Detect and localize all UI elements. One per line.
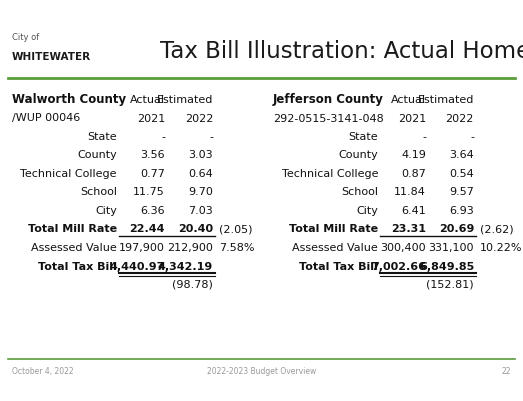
Text: 2022: 2022 [446,113,474,123]
Text: 2021: 2021 [398,113,426,123]
Text: 11.84: 11.84 [394,187,426,197]
Text: State: State [87,132,117,142]
Text: Walworth County: Walworth County [12,93,126,106]
Text: Tax Bill Illustration: Actual Homes: Tax Bill Illustration: Actual Homes [160,41,523,63]
Text: Actual: Actual [130,95,165,105]
Text: -: - [161,132,165,142]
Text: 6,849.85: 6,849.85 [419,261,474,271]
Text: 292-0515-3141-048: 292-0515-3141-048 [273,113,384,123]
Text: 6.93: 6.93 [449,205,474,215]
Text: WHITEWATER: WHITEWATER [12,52,91,62]
Text: Estimated: Estimated [156,95,213,105]
Text: /WUP 00046: /WUP 00046 [12,113,80,123]
Text: 2021: 2021 [137,113,165,123]
Text: 10.22%: 10.22% [480,242,522,252]
Text: 4,440.97: 4,440.97 [110,261,165,271]
Text: 3.56: 3.56 [140,150,165,160]
Text: 20.69: 20.69 [439,224,474,234]
Text: -: - [422,132,426,142]
Text: 2022: 2022 [185,113,213,123]
Text: 9.70: 9.70 [188,187,213,197]
Text: 2022-2023 Budget Overview: 2022-2023 Budget Overview [207,367,316,376]
Text: 197,900: 197,900 [119,242,165,252]
Text: 7,002.66: 7,002.66 [371,261,426,271]
Text: October 4, 2022: October 4, 2022 [12,367,74,376]
Text: 0.64: 0.64 [188,168,213,178]
Text: Total Tax Bill: Total Tax Bill [299,261,378,271]
Text: City: City [95,205,117,215]
Text: 23.31: 23.31 [391,224,426,234]
Text: 300,400: 300,400 [380,242,426,252]
Text: 22.44: 22.44 [130,224,165,234]
Text: School: School [341,187,378,197]
Text: (98.78): (98.78) [172,279,213,289]
Text: 212,900: 212,900 [167,242,213,252]
Text: 9.57: 9.57 [449,187,474,197]
Text: City: City [356,205,378,215]
Text: Assessed Value: Assessed Value [31,242,117,252]
Text: Assessed Value: Assessed Value [292,242,378,252]
Text: School: School [80,187,117,197]
Text: 22: 22 [502,367,511,376]
Text: 0.87: 0.87 [401,168,426,178]
Text: County: County [338,150,378,160]
Text: 4.19: 4.19 [401,150,426,160]
Text: State: State [348,132,378,142]
Text: 4,342.19: 4,342.19 [158,261,213,271]
Text: 3.64: 3.64 [449,150,474,160]
Text: Total Mill Rate: Total Mill Rate [28,224,117,234]
Text: Total Mill Rate: Total Mill Rate [289,224,378,234]
Text: City of: City of [12,33,39,42]
Text: 3.03: 3.03 [188,150,213,160]
Text: 331,100: 331,100 [428,242,474,252]
Text: -: - [209,132,213,142]
Text: 7.03: 7.03 [188,205,213,215]
Text: 0.54: 0.54 [449,168,474,178]
Text: Technical College: Technical College [20,168,117,178]
Text: (2.62): (2.62) [480,224,514,234]
Text: -: - [470,132,474,142]
Text: 20.40: 20.40 [178,224,213,234]
Text: 7.58%: 7.58% [219,242,255,252]
Text: Total Tax Bill: Total Tax Bill [38,261,117,271]
Text: (2.05): (2.05) [219,224,253,234]
Text: 6.41: 6.41 [401,205,426,215]
Text: Jefferson County: Jefferson County [273,93,384,106]
Text: Actual: Actual [391,95,426,105]
Text: (152.81): (152.81) [426,279,474,289]
Text: 0.77: 0.77 [140,168,165,178]
Text: 11.75: 11.75 [133,187,165,197]
Text: County: County [77,150,117,160]
Text: Technical College: Technical College [281,168,378,178]
Text: Estimated: Estimated [418,95,474,105]
Text: 6.36: 6.36 [140,205,165,215]
